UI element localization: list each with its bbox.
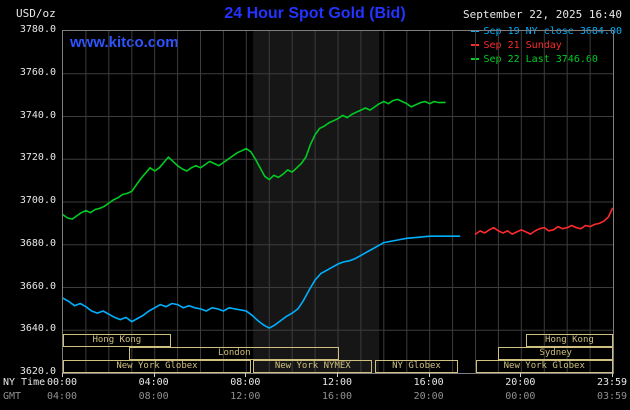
x-axis-tick-mark xyxy=(245,373,247,377)
series-sep-21-sunday xyxy=(474,207,613,235)
session-box-new-york-nymex: New York NYMEX xyxy=(253,360,373,373)
y-tick-label: 3680.0 xyxy=(19,237,56,249)
y-axis-units-label: USD/oz xyxy=(16,7,56,20)
x-tick-label-ny: 00:00 xyxy=(46,377,78,388)
legend-item-label: Sep 19 NY close 3684.00 xyxy=(483,25,622,37)
legend-item-0: Sep 19 NY close 3684.00 xyxy=(470,24,622,38)
x-tick-label-gmt: 16:00 xyxy=(321,391,353,402)
legend-item-label: Sep 22 Last 3746.60 xyxy=(483,53,598,65)
x-tick-label-gmt: 03:59 xyxy=(596,391,628,402)
y-tick-label: 3780.0 xyxy=(19,24,56,35)
legend: Sep 19 NY close 3684.00 Sep 21 Sunday Se… xyxy=(470,24,622,66)
x-axis-caption-ny-time: NY Time xyxy=(3,377,46,388)
series-sep-19-ny-close xyxy=(63,235,461,329)
y-tick-label: 3620.0 xyxy=(19,366,56,377)
plot-area: Hong Kong Hong Kong London Sydney New York G… xyxy=(62,30,614,374)
x-tick-label-ny: 12:00 xyxy=(321,377,353,388)
x-axis-tick-mark xyxy=(153,373,155,377)
x-tick-label-gmt: 08:00 xyxy=(138,391,169,402)
session-label: Hong Kong xyxy=(92,335,142,345)
x-tick-label-gmt: 00:00 xyxy=(505,391,536,402)
x-tick-label-gmt: 04:00 xyxy=(46,391,78,402)
session-box-london: London xyxy=(129,347,340,360)
session-label: New York NYMEX xyxy=(274,361,351,371)
x-axis-tick-mark xyxy=(337,373,338,377)
x-tick-label-ny: 04:00 xyxy=(138,377,169,388)
y-tick-label: 3660.0 xyxy=(19,280,56,292)
x-tick-label-gmt: 20:00 xyxy=(413,391,444,402)
session-label: Sydney xyxy=(539,348,572,358)
x-tick-label-ny: 20:00 xyxy=(505,377,536,388)
x-axis-tick-mark xyxy=(62,373,63,377)
session-label: London xyxy=(218,348,251,358)
legend-line-marker xyxy=(470,44,479,46)
x-tick-label-ny: 08:00 xyxy=(230,377,261,388)
legend-item-1: Sep 21 Sunday xyxy=(470,38,622,52)
y-tick-label: 3640.0 xyxy=(19,323,56,335)
legend-line-marker xyxy=(470,30,479,32)
session-box-ny-globex: NY Globex xyxy=(374,360,459,373)
x-tick-label-ny: 16:00 xyxy=(413,377,444,388)
session-label: New York Globex xyxy=(116,361,198,371)
x-axis-caption-gmt: GMT xyxy=(3,391,22,402)
y-tick-label: 3700.0 xyxy=(19,195,56,206)
y-tick-label: 3760.0 xyxy=(19,66,56,78)
chart-title: 24 Hour Spot Gold (Bid) xyxy=(224,5,406,22)
session-label: New York Globex xyxy=(503,361,585,371)
x-axis-tick-mark xyxy=(612,373,613,377)
y-tick-label: 3720.0 xyxy=(19,152,56,164)
x-tick-label-ny: 23:59 xyxy=(596,377,628,388)
session-box-sydney: Sydney xyxy=(498,347,613,360)
x-axis-tick-mark xyxy=(520,373,522,377)
x-axis-tick-mark xyxy=(428,373,430,377)
chart-canvas xyxy=(63,31,613,373)
session-label: Hong Kong xyxy=(545,335,594,345)
series-sep-22-last xyxy=(63,98,446,220)
legend-item-2: Sep 22 Last 3746.60 xyxy=(470,52,622,66)
session-box-new-york-globex: New York Globex xyxy=(475,360,613,373)
chart-datetime: September 22, 2025 16:40 xyxy=(463,8,622,21)
session-box-new-york-globex: New York Globex xyxy=(63,360,251,373)
session-label: NY Globex xyxy=(392,361,441,371)
session-box-hong-kong: Hong Kong xyxy=(63,334,171,347)
legend-line-marker xyxy=(470,58,479,60)
x-tick-label-gmt: 12:00 xyxy=(230,391,261,402)
kitco-watermark-link[interactable]: www.kitco.com xyxy=(70,34,179,51)
legend-item-label: Sep 21 Sunday xyxy=(483,39,562,51)
session-box-hong-kong: Hong Kong xyxy=(525,334,613,347)
y-tick-label: 3740.0 xyxy=(19,109,56,121)
